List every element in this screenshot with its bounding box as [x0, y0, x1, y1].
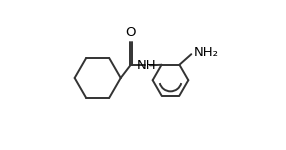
- Text: NH: NH: [137, 59, 157, 72]
- Text: O: O: [125, 26, 136, 39]
- Text: NH₂: NH₂: [194, 46, 219, 59]
